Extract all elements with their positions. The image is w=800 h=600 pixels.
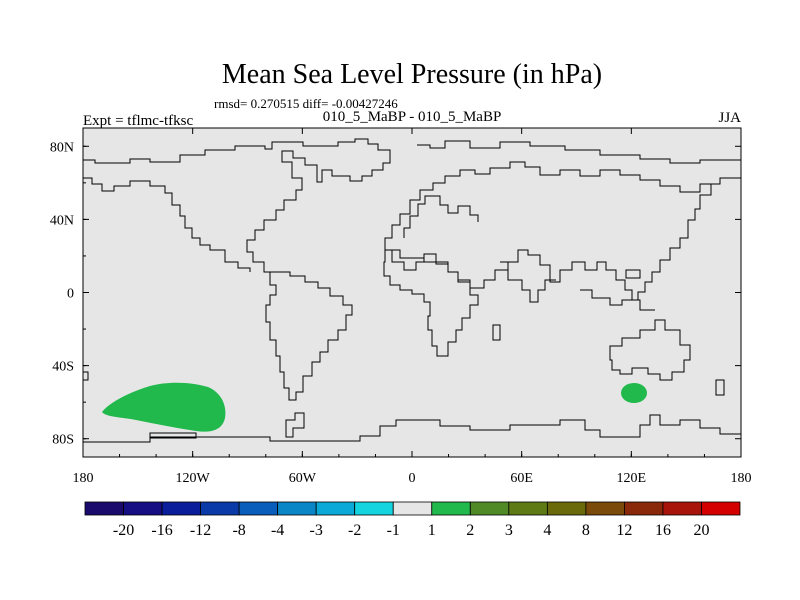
colorbar-label: 20 [693,522,709,539]
x-tick-label: 120W [176,471,211,486]
subtitle: 010_5_MaBP - 010_5_MaBP [323,109,502,125]
colorbar-swatch [546,501,587,516]
colorbar-label: 8 [582,522,590,539]
y-tick-label: 0 [67,287,74,302]
y-tick-label: 80S [52,433,74,448]
stats-text: rmsd= 0.270515 diff= -0.00427246 [214,96,398,111]
colorbar-swatch [508,501,548,516]
colorbar-label: 12 [616,522,632,539]
colorbar-swatch [277,501,317,516]
colorbar-swatch [315,501,356,516]
colorbar-swatch [469,501,510,516]
colorbar-swatch [431,501,471,516]
colorbar-label: 2 [466,522,474,539]
axes: 180 120W 60W 0 60E 120E 180 80N 40N 0 40S 80S [50,128,752,486]
colorbar-label: -16 [151,522,172,539]
colorbar-swatch [161,501,201,516]
coastlines [83,138,741,443]
colorbar-label: 4 [543,522,551,539]
x-tick-label: 120E [617,471,647,486]
y-tick-label: 80N [50,140,74,155]
colorbar-swatch [624,501,664,516]
y-tick-label: 40S [52,360,74,375]
colorbar-swatch [200,501,240,516]
colorbar-swatch [238,501,279,516]
colorbar-swatch [354,501,394,516]
colorbar-swatch [123,501,163,516]
experiment-label: Expt = tflmc-tfksc [83,113,193,129]
colorbar-label: -3 [310,522,323,539]
colorbar-label: -20 [113,522,134,539]
colorbar-label: 3 [505,522,513,539]
colorbar-swatch [701,501,741,516]
colorbar-label: -8 [232,522,245,539]
south-pacific-anomaly [102,382,226,432]
colorbar-label: -12 [190,522,211,539]
x-tick-label: 60W [289,471,317,486]
map-panel [82,127,742,458]
colorbar-label: 16 [655,522,671,539]
colorbar-label: -4 [271,522,284,539]
x-tick-label: 0 [409,471,416,486]
x-tick-label: 180 [731,471,752,486]
southern-ocean-australia-anomaly [621,383,647,403]
x-tick-label: 60E [510,471,533,486]
season-label: JJA [718,110,741,126]
colorbar-swatch [585,501,625,516]
colorbar-label: -1 [387,522,400,539]
chart-title: Mean Sea Level Pressure (in hPa) [222,59,602,90]
colorbar-swatch [392,501,433,516]
x-tick-label: 180 [73,471,94,486]
y-tick-label: 40N [50,213,74,228]
colorbar-swatch [662,501,702,516]
colorbar-label: -2 [348,522,361,539]
colorbar-swatch [84,501,124,516]
colorbar-label: 1 [428,522,436,539]
colorbar: -20 -16 -12 -8 -4 -3 -2 -1 1 2 3 4 8 12 16 20 [84,501,741,539]
